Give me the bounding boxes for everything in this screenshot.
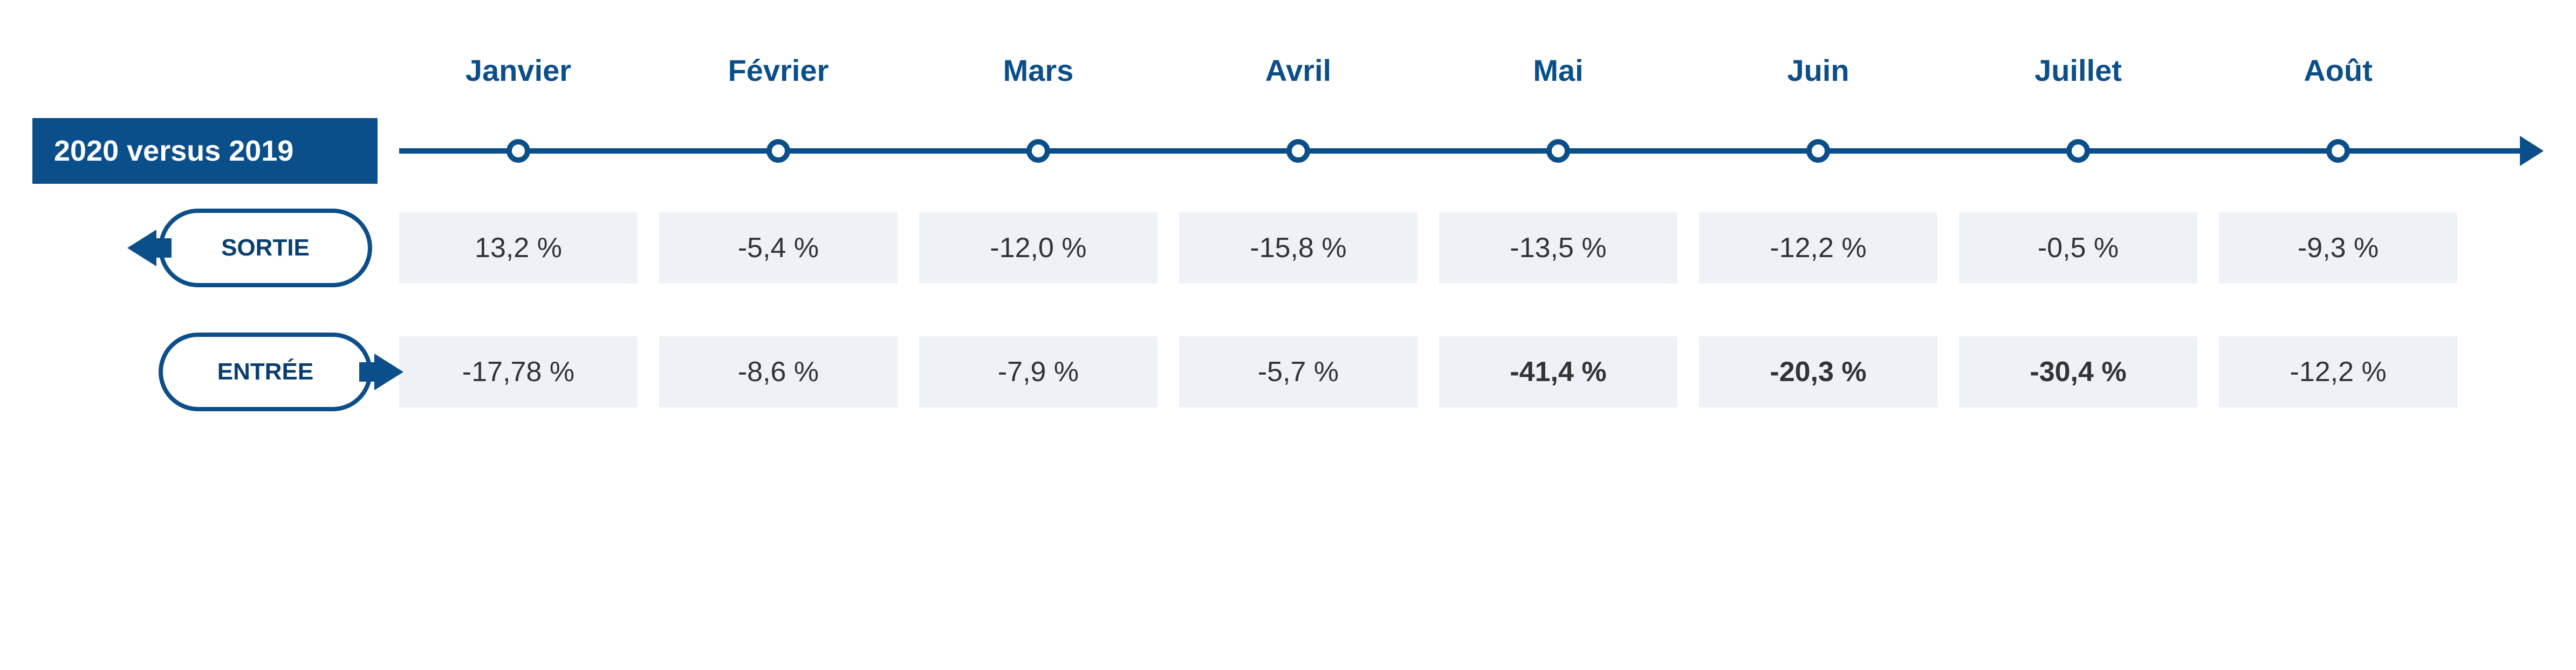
axis-segment <box>919 124 1157 178</box>
data-cell: -12,0 % <box>919 212 1157 284</box>
data-cell: -17,78 % <box>399 336 638 407</box>
month-label: Juillet <box>1959 53 2197 88</box>
arrow-left-icon <box>127 230 156 266</box>
month-label: Avril <box>1179 53 1417 88</box>
axis-marker-icon <box>2066 139 2090 163</box>
data-cell: -13,5 % <box>1439 212 1677 284</box>
data-cell: 13,2 % <box>399 212 638 284</box>
month-label: Janvier <box>399 53 638 88</box>
row-label-entree: ENTRÉE <box>32 333 378 411</box>
month-label: Mai <box>1439 53 1677 88</box>
data-cell: -41,4 % <box>1439 336 1677 407</box>
data-cell: -7,9 % <box>919 336 1157 407</box>
month-label: Février <box>659 53 898 88</box>
month-label: Mars <box>919 53 1157 88</box>
axis-segment <box>1179 124 1417 178</box>
data-cell: -20,3 % <box>1699 336 1937 407</box>
title-box: 2020 versus 2019 <box>32 118 378 184</box>
grid: Janvier Février Mars Avril Mai Juin Juillet Aoû… <box>32 32 2544 426</box>
axis-arrow-tip-icon <box>2479 124 2544 178</box>
axis-segment <box>399 124 638 178</box>
axis-segment <box>1439 124 1677 178</box>
data-cell: -12,2 % <box>1699 212 1937 284</box>
month-label: Août <box>2219 53 2457 88</box>
arrow-right-icon <box>374 354 403 390</box>
axis-segment <box>1699 124 1937 178</box>
sortie-label: SORTIE <box>221 234 310 261</box>
axis-marker-icon <box>1026 139 1050 163</box>
timeline-table: Janvier Février Mars Avril Mai Juin Juillet Aoû… <box>0 0 2576 469</box>
data-cell: -12,2 % <box>2219 336 2457 407</box>
axis-marker-icon <box>1546 139 1570 163</box>
axis-marker-icon <box>1806 139 1830 163</box>
axis-marker-icon <box>766 139 790 163</box>
data-cell: -5,4 % <box>659 212 898 284</box>
axis-segment <box>2219 124 2457 178</box>
entree-label: ENTRÉE <box>217 358 313 385</box>
sortie-pill: SORTIE <box>159 209 372 287</box>
data-cell: -0,5 % <box>1959 212 2197 284</box>
axis-segment <box>1959 124 2197 178</box>
data-cell: -9,3 % <box>2219 212 2457 284</box>
axis-marker-icon <box>2326 139 2350 163</box>
axis-marker-icon <box>506 139 530 163</box>
row-label-sortie: SORTIE <box>32 209 378 287</box>
data-cell: -8,6 % <box>659 336 898 407</box>
month-label: Juin <box>1699 53 1937 88</box>
data-cell: -15,8 % <box>1179 212 1417 284</box>
data-cell: -5,7 % <box>1179 336 1417 407</box>
axis-segment <box>659 124 898 178</box>
axis-marker-icon <box>1286 139 1310 163</box>
entree-pill: ENTRÉE <box>159 333 372 411</box>
data-cell: -30,4 % <box>1959 336 2197 407</box>
axis-line <box>2457 148 2527 154</box>
